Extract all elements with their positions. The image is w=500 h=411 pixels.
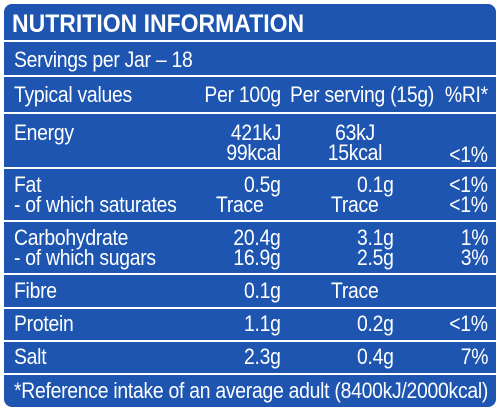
divider — [4, 273, 496, 275]
sugars-serving: 2.5g — [357, 245, 394, 270]
divider — [4, 340, 496, 342]
energy-per100-kcal: 99kcal — [226, 140, 282, 165]
row-label-energy: Energy — [14, 120, 74, 145]
carbohydrate-serving: 3.1g — [357, 225, 394, 250]
divider — [4, 112, 496, 114]
fat-ri: <1% — [449, 172, 489, 197]
saturates-ri: <1% — [449, 192, 489, 217]
energy-per100-kj: 421kJ — [230, 120, 282, 145]
salt-per100: 2.3g — [244, 344, 281, 369]
protein-serving: 0.2g — [357, 311, 394, 336]
salt-ri: 7% — [460, 344, 489, 369]
header-per-serving: Per serving (15g) — [290, 82, 435, 107]
row-label-salt: Salt — [14, 344, 47, 369]
divider — [4, 167, 496, 169]
carbohydrate-ri: 1% — [460, 225, 489, 250]
sugars-ri: 3% — [460, 245, 489, 270]
divider — [4, 220, 496, 222]
row-label-fibre: Fibre — [14, 278, 57, 303]
saturates-per100: Trace — [216, 192, 264, 217]
energy-serving-kj: 63kJ — [335, 120, 375, 145]
row-label-carbohydrate: Carbohydrate — [14, 225, 129, 250]
divider — [4, 75, 496, 77]
divider — [4, 307, 496, 309]
protein-per100: 1.1g — [244, 311, 281, 336]
energy-serving-kcal: 15kcal — [327, 140, 383, 165]
header-per-100g: Per 100g — [204, 82, 282, 107]
protein-ri: <1% — [449, 311, 489, 336]
sugars-per100: 16.9g — [233, 245, 281, 270]
fat-per100: 0.5g — [244, 172, 281, 197]
saturates-serving: Trace — [331, 192, 379, 217]
row-label-sugars: - of which sugars — [14, 245, 156, 270]
energy-ri: <1% — [449, 142, 489, 167]
servings-per-jar: Servings per Jar – 18 — [14, 47, 193, 72]
reference-intake-footnote: *Reference intake of an average adult (8… — [14, 378, 489, 403]
row-label-protein: Protein — [14, 311, 74, 336]
carbohydrate-per100: 20.4g — [233, 225, 281, 250]
divider — [4, 40, 496, 42]
row-label-fat: Fat — [14, 172, 42, 197]
row-label-saturates: - of which saturates — [14, 192, 177, 217]
fibre-serving: Trace — [331, 278, 379, 303]
fibre-per100: 0.1g — [244, 278, 281, 303]
header-typical-values: Typical values — [14, 82, 132, 107]
nutrition-label: NUTRITION INFORMATION Servings per Jar –… — [4, 4, 496, 407]
divider — [4, 373, 496, 375]
fat-serving: 0.1g — [357, 172, 394, 197]
salt-serving: 0.4g — [357, 344, 394, 369]
header-ri: %RI* — [444, 82, 488, 107]
nutrition-title: NUTRITION INFORMATION — [12, 10, 305, 38]
